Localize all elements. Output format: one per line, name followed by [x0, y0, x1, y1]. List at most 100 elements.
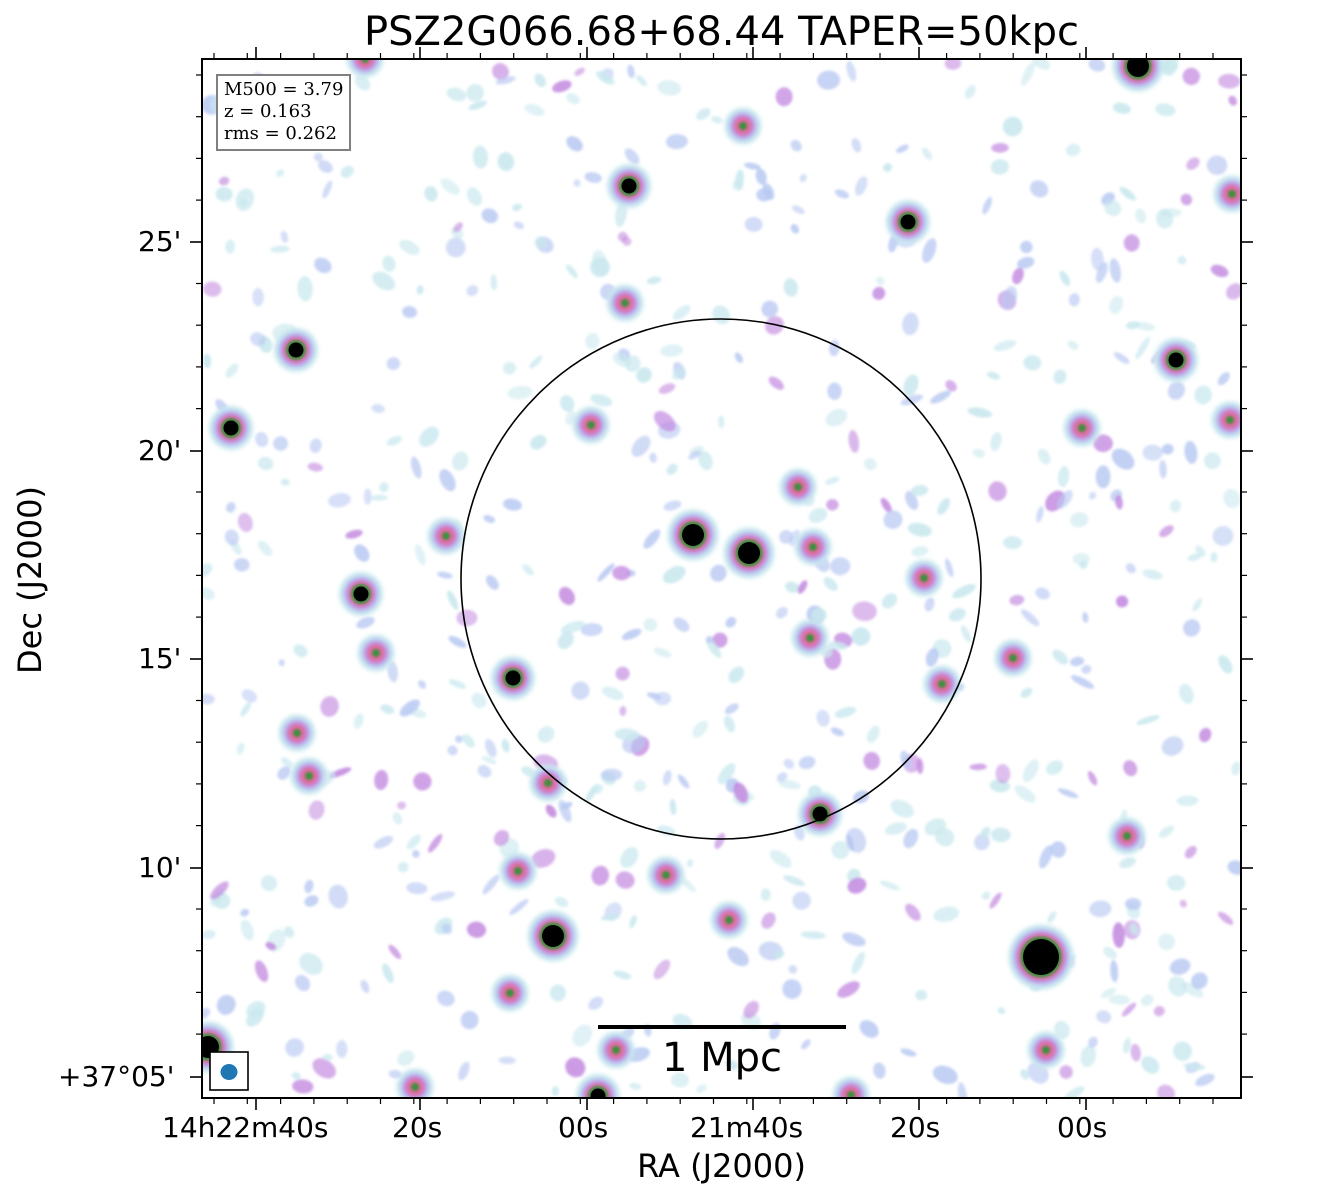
noise-blob — [1057, 490, 1073, 509]
x-tick-label: 00s — [558, 1111, 609, 1144]
noise-blob — [734, 352, 744, 363]
noise-blob — [1022, 759, 1039, 783]
noise-blob — [1012, 267, 1024, 285]
noise-blob — [851, 951, 865, 975]
noise-blob — [982, 196, 992, 215]
noise-blob — [428, 834, 443, 853]
noise-blob — [202, 587, 215, 600]
noise-blob — [591, 249, 608, 276]
noise-blob — [534, 73, 547, 88]
noise-blob — [308, 800, 325, 820]
noise-blob — [1199, 727, 1212, 743]
y-tick-label: +37°05' — [58, 1060, 175, 1093]
radio-source — [905, 559, 943, 597]
noise-blob — [318, 160, 333, 174]
noise-blob — [1100, 988, 1117, 998]
noise-blob — [1046, 760, 1063, 775]
noise-blob — [1136, 715, 1160, 725]
noise-blob — [1142, 569, 1163, 580]
noise-blob — [828, 641, 848, 651]
noise-blob — [574, 67, 585, 76]
noise-blob — [1158, 825, 1175, 838]
noise-blob — [203, 281, 222, 297]
noise-blob — [1020, 609, 1040, 627]
noise-blob — [203, 353, 212, 369]
noise-blob — [797, 580, 808, 594]
noise-blob — [782, 979, 802, 999]
noise-blob — [991, 827, 1011, 843]
noise-blob — [969, 763, 987, 771]
noise-blob — [502, 498, 523, 511]
noise-blob — [776, 772, 788, 782]
noise-blob — [399, 239, 420, 255]
noise-blob — [846, 60, 857, 82]
noise-blob — [930, 390, 952, 404]
noise-blob — [1057, 465, 1070, 488]
noise-blob — [1153, 1006, 1165, 1017]
x-tick-label: 20s — [392, 1111, 443, 1144]
noise-blob — [498, 1056, 516, 1065]
noise-blob — [997, 1007, 1006, 1015]
radio-source — [791, 619, 829, 657]
noise-blob — [1096, 262, 1108, 283]
noise-blob — [1065, 143, 1081, 157]
noise-blob — [560, 620, 585, 634]
noise-blob — [445, 237, 466, 258]
noise-blob — [234, 557, 250, 572]
noise-blob — [710, 564, 727, 582]
noise-blob — [1119, 857, 1136, 869]
noise-blob — [1113, 352, 1130, 364]
noise-blob — [372, 271, 396, 291]
noise-blob — [744, 216, 763, 232]
noise-blob — [392, 812, 403, 825]
noise-blob — [988, 481, 1007, 502]
noise-blob — [448, 679, 467, 689]
noise-blob — [636, 367, 652, 383]
radio-source — [357, 634, 395, 672]
noise-blob — [1155, 103, 1176, 117]
noise-blob — [945, 558, 954, 578]
noise-blob — [1115, 494, 1123, 510]
noise-blob — [743, 1000, 759, 1019]
noise-blob — [440, 178, 460, 195]
noise-blob — [374, 769, 389, 791]
noise-blob — [468, 100, 488, 111]
noise-blob — [497, 152, 515, 172]
noise-blob — [1210, 264, 1229, 278]
noise-blob — [808, 507, 828, 523]
noise-blob — [534, 236, 548, 249]
noise-blob — [1057, 788, 1079, 799]
noise-blob — [948, 608, 966, 622]
x-tick-label: 14h22m40s — [162, 1111, 329, 1144]
noise-blob — [848, 430, 860, 453]
noise-blob — [1035, 587, 1050, 600]
y-tick-label: 15' — [138, 642, 182, 675]
noise-blob — [864, 458, 877, 471]
noise-blob — [240, 908, 250, 917]
noise-blob — [336, 1040, 348, 1058]
plot-title: PSZ2G066.68+68.44 TAPER=50kpc — [364, 9, 1079, 55]
noise-blob — [1081, 664, 1092, 674]
radio-source — [923, 665, 961, 703]
noise-blob — [237, 512, 253, 533]
noise-blob — [1089, 900, 1112, 918]
noise-blob — [292, 1079, 314, 1094]
r500-circle — [460, 318, 982, 840]
noise-blob — [646, 276, 662, 285]
radio-source — [491, 974, 529, 1012]
noise-blob — [353, 713, 364, 729]
noise-blob — [388, 944, 402, 960]
noise-blob — [1047, 911, 1057, 923]
noise-blob — [761, 300, 779, 318]
beam-ellipse — [220, 1064, 238, 1080]
radio-source — [647, 856, 685, 894]
noise-blob — [879, 880, 901, 891]
noise-blob — [1003, 536, 1023, 550]
noise-blob — [1228, 95, 1237, 106]
noise-blob — [280, 230, 289, 243]
noise-blob — [670, 1072, 689, 1088]
noise-blob — [1021, 62, 1035, 86]
noise-blob — [456, 609, 478, 627]
noise-blob — [1179, 899, 1187, 908]
noise-blob — [783, 758, 795, 769]
